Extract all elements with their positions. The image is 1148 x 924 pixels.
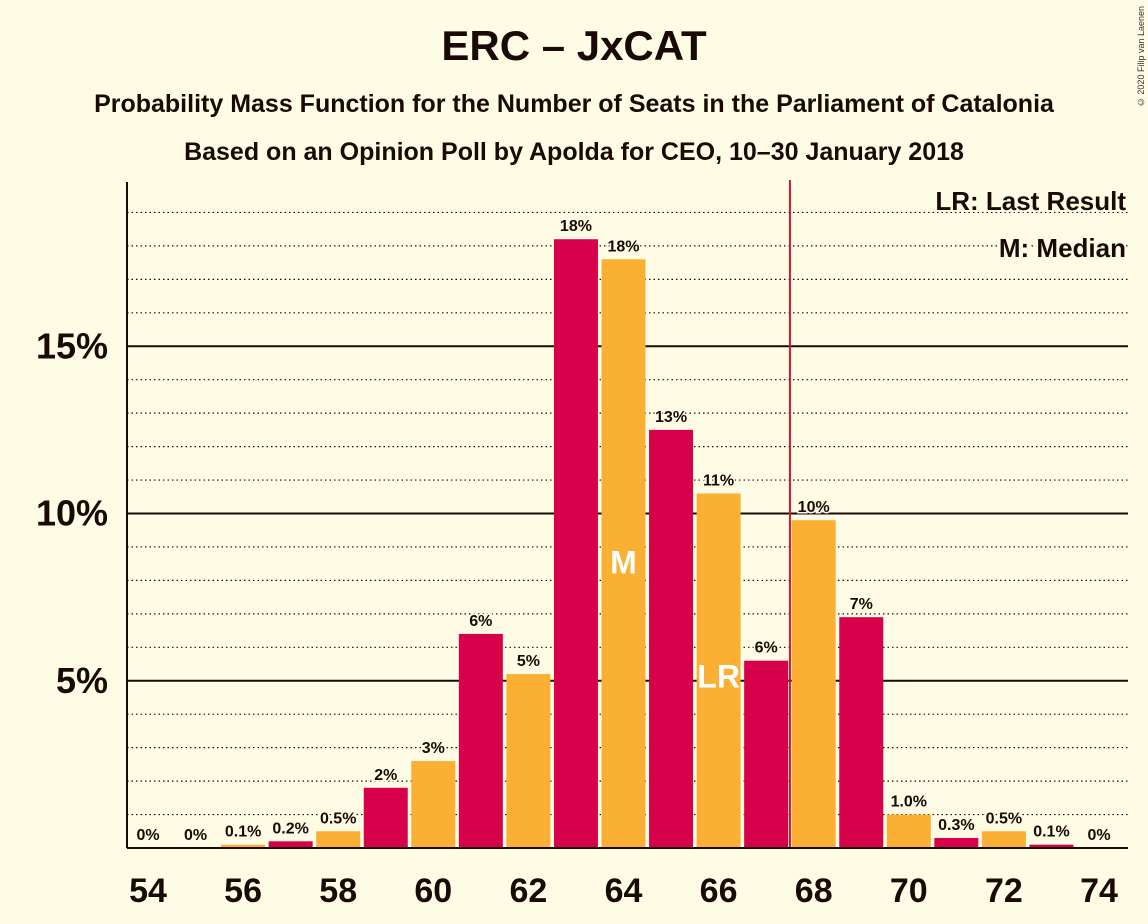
- x-tick-label-72: 72: [985, 872, 1023, 910]
- data-label-66: 11%: [703, 472, 734, 489]
- y-tick-label-15: 15%: [36, 325, 108, 366]
- data-label-70: 1.0%: [891, 794, 927, 811]
- x-tick-label-58: 58: [319, 872, 357, 910]
- x-tick-label-56: 56: [224, 872, 262, 910]
- x-tick-label-68: 68: [795, 872, 833, 910]
- median-marker: M: [610, 545, 637, 581]
- data-label-56: 0.1%: [225, 824, 261, 841]
- last-result-marker: LR: [697, 658, 740, 694]
- data-label-73: 0.1%: [1033, 824, 1069, 841]
- x-tick-label-66: 66: [700, 872, 738, 910]
- x-tick-label-60: 60: [414, 872, 452, 910]
- bar-70: [886, 814, 931, 848]
- bar-61: [458, 633, 503, 848]
- data-label-69: 7%: [850, 596, 873, 613]
- bar-58: [316, 831, 361, 848]
- axes: 5% 10% 15% 54 56 58 60 62 64 66 68 70 72 74: [36, 180, 1128, 910]
- chart-title: ERC – JxCAT: [441, 22, 707, 69]
- chart-subtitle-2: Based on an Opinion Poll by Apolda for C…: [184, 138, 964, 166]
- bar-59: [363, 787, 408, 848]
- data-label-65: 13%: [655, 409, 687, 426]
- bar-73: [1029, 844, 1074, 848]
- data-label-62: 5%: [517, 653, 540, 670]
- legend: LR: Last Result M: Median: [933, 184, 1128, 265]
- x-tick-label-70: 70: [890, 872, 928, 910]
- bar-series: M LR: [221, 239, 1074, 848]
- data-label-55: 0%: [184, 827, 207, 844]
- data-label-64: 18%: [607, 238, 639, 255]
- data-label-54: 0%: [136, 827, 159, 844]
- bar-65: [649, 429, 694, 848]
- x-tick-label-64: 64: [605, 872, 643, 910]
- data-label-67: 6%: [755, 640, 778, 657]
- chart-subtitle: Probability Mass Function for the Number…: [94, 90, 1054, 118]
- data-label-68: 10%: [798, 499, 830, 516]
- legend-last-result: LR: Last Result: [935, 186, 1126, 216]
- bar-69: [839, 617, 884, 848]
- data-label-63: 18%: [560, 218, 592, 235]
- bar-72: [981, 831, 1026, 848]
- data-label-72: 0.5%: [986, 810, 1022, 827]
- data-label-60: 3%: [422, 740, 445, 757]
- x-tick-label-54: 54: [129, 872, 167, 910]
- data-label-74: 0%: [1087, 827, 1110, 844]
- data-label-59: 2%: [374, 767, 397, 784]
- y-tick-label-5: 5%: [56, 660, 108, 701]
- bar-63: [553, 239, 598, 848]
- bar-57: [268, 841, 313, 848]
- data-label-57: 0.2%: [272, 820, 308, 837]
- data-label-71: 0.3%: [938, 817, 974, 834]
- bar-62: [506, 674, 551, 848]
- x-tick-label-62: 62: [509, 872, 547, 910]
- bar-64: [601, 259, 646, 848]
- bar-71: [934, 837, 979, 848]
- data-label-61: 6%: [469, 613, 492, 630]
- bar-67: [744, 660, 789, 848]
- bar-60: [411, 761, 456, 848]
- x-tick-label-74: 74: [1080, 872, 1118, 910]
- data-label-58: 0.5%: [320, 810, 356, 827]
- data-labels: 0% 0% 0.1% 0.2% 0.5% 2% 3% 6% 5% 18% 18% 13% 11% 6% 10…: [135, 217, 1112, 846]
- bar-68: [791, 520, 836, 848]
- bar-56: [221, 844, 266, 848]
- bar-66: [696, 493, 741, 848]
- legend-median: M: Median: [999, 233, 1126, 263]
- y-tick-label-10: 10%: [36, 493, 108, 534]
